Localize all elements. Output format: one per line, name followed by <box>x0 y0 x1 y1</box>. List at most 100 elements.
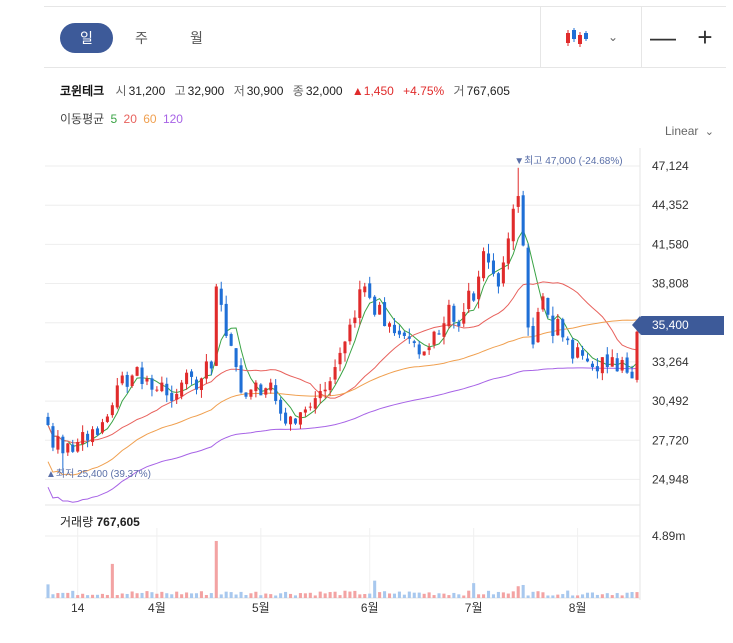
candle-body <box>303 409 307 413</box>
zoom-in-button[interactable]: + <box>697 21 713 52</box>
high-value: 32,900 <box>187 84 225 98</box>
candle-body <box>427 347 431 351</box>
candle-body <box>333 367 337 380</box>
candle-body <box>620 359 624 371</box>
volume-bar <box>249 593 253 598</box>
volume-bar <box>472 583 476 598</box>
ma-5: 5 <box>110 112 118 126</box>
scale-label: Linear <box>665 124 699 138</box>
tab-monthly[interactable]: 월 <box>190 30 203 46</box>
candle-body <box>224 303 228 336</box>
candle-body <box>150 378 154 390</box>
candle-body <box>556 319 560 336</box>
change-percent: +4.75% <box>403 84 445 98</box>
candlestick-icon <box>565 28 588 47</box>
candle-body <box>219 288 223 305</box>
candle-body <box>442 323 446 337</box>
open-value: 31,200 <box>128 84 166 98</box>
x-tick-label: 6월 <box>361 601 379 615</box>
volume-bar <box>303 593 307 598</box>
volume-bar <box>279 593 283 598</box>
volume-panel-value: 767,605 <box>96 515 140 529</box>
x-tick-label: 14 <box>71 601 85 615</box>
volume-bar <box>373 580 377 598</box>
volume-bar <box>526 595 530 598</box>
volume-bar <box>224 591 228 598</box>
candle-body <box>190 371 194 377</box>
candle-body <box>199 378 203 390</box>
volume-bar <box>130 591 134 598</box>
candle-body <box>422 351 426 356</box>
volume-bar <box>491 594 495 598</box>
candle-body <box>254 382 258 392</box>
tab-daily[interactable]: 일 <box>60 23 113 53</box>
volume-bar <box>264 593 268 598</box>
candle-body <box>313 398 317 409</box>
volume-bar <box>274 595 278 598</box>
volume-bar <box>86 595 90 598</box>
candle-body <box>185 372 189 385</box>
candle-body <box>81 432 85 445</box>
close-label: 종 <box>292 84 304 98</box>
volume-bar <box>506 593 510 598</box>
candle-body <box>209 361 213 369</box>
candle-body <box>115 385 119 408</box>
candle-body <box>56 436 60 450</box>
min-annotation: ▲최저 25,400 (39.37%) <box>46 468 151 480</box>
volume-panel-label: 거래량 <box>60 515 94 529</box>
candle-body <box>46 416 50 425</box>
candle-body <box>328 381 332 391</box>
volume-bar <box>269 594 273 598</box>
scale-selector[interactable]: Linear ⌄ <box>665 124 714 138</box>
volume-title: 거래량 767,605 <box>60 513 140 530</box>
volume-bar <box>313 595 317 598</box>
chevron-down-icon[interactable]: ⌄ <box>607 30 619 44</box>
candle-body <box>600 357 604 374</box>
volume-bar <box>392 593 397 598</box>
ma-20-line <box>47 281 638 444</box>
volume-bar <box>219 594 223 598</box>
volume-bar <box>66 592 70 598</box>
candle-body <box>100 422 104 433</box>
volume-bar <box>486 590 491 598</box>
volume-bar <box>333 591 337 598</box>
candle-body <box>472 293 476 301</box>
open-label: 시 <box>115 84 127 98</box>
volume-bar <box>447 595 451 598</box>
volume-bar <box>71 590 75 598</box>
candle-body <box>387 323 392 327</box>
volume-bar <box>180 594 184 598</box>
ma-120-line <box>47 367 638 503</box>
candle-body <box>531 325 535 345</box>
volume-bar <box>600 594 604 598</box>
volume-bar <box>605 593 609 598</box>
candle-body <box>180 382 184 397</box>
volume-bar <box>501 592 505 598</box>
candle-body <box>229 334 233 346</box>
candle-body <box>447 304 451 327</box>
volume-bar <box>477 594 481 598</box>
volume-bar <box>635 592 639 598</box>
low-label: 저 <box>233 84 245 98</box>
tab-weekly[interactable]: 주 <box>135 30 148 46</box>
chart-type-button[interactable]: ⌄ <box>540 7 641 67</box>
ma-60-line <box>47 319 638 476</box>
volume-bar <box>397 591 401 598</box>
candle-body <box>135 367 139 376</box>
volume-label: 거 <box>453 84 465 98</box>
volume-bar <box>368 593 372 598</box>
volume-axis-label: 4.89m <box>652 529 685 543</box>
zoom-out-button[interactable]: — <box>650 21 676 52</box>
ma-20: 20 <box>123 112 137 126</box>
volume-bar <box>150 592 154 598</box>
volume-bar <box>284 591 288 598</box>
volume-bar <box>467 590 471 598</box>
volume-bar <box>194 593 199 598</box>
candle-body <box>239 365 243 393</box>
volume-bar <box>358 594 362 598</box>
candle-body <box>595 366 599 372</box>
candle-body <box>358 289 362 318</box>
candle-body <box>105 416 109 422</box>
candle-body <box>323 389 327 392</box>
